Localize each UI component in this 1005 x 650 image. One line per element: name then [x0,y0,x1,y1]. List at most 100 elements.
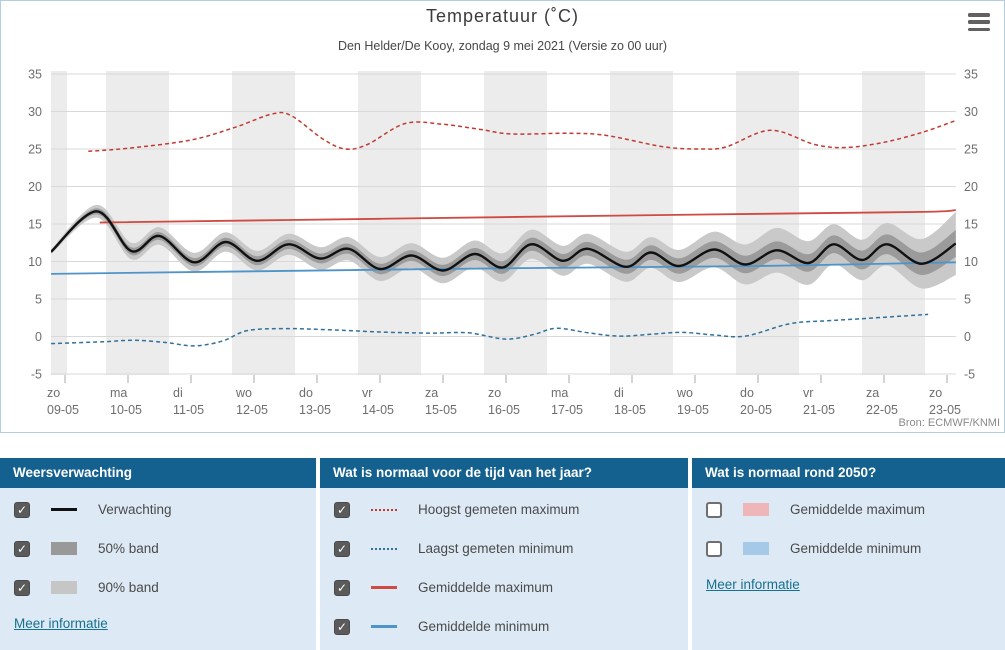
menu-bar [968,13,990,17]
legend-item-gemiddelde-maximum: ✓ Gemiddelde maximum [320,568,688,607]
legend-item-laagst-gemeten-minimum: ✓ Laagst gemeten minimum [320,529,688,568]
legend-item-label: Laagst gemeten minimum [418,541,574,556]
legend-item-50-band: ✓ 50% band [0,529,316,568]
series-90-band [51,204,956,289]
x-tick-date: 13-05 [299,403,331,417]
y-tick-label-left: 10 [28,255,42,269]
panel-title: Wat is normaal rond 2050? [692,458,1005,488]
panel-title: Weersverwachting [0,458,316,488]
x-tick-date: 22-05 [866,403,898,417]
panel-weersverwachting: Weersverwachting ✓ Verwachting ✓ 50% band ✓ 9… [0,458,316,650]
temperature-plume-card: Temperatuur (˚C) Den Helder/De Kooy, zon… [0,0,1005,433]
band-swatch [743,542,769,555]
dotted-swatch [371,547,397,550]
x-tick-date: 15-05 [425,403,457,417]
series-verwachting [51,210,956,272]
y-tick-label-left: 25 [28,143,42,157]
y-tick-label-right: 15 [964,218,978,232]
panel-rows: Gemiddelde maximum Gemiddelde minimum [692,488,1005,568]
dotted-swatch [371,508,397,511]
x-tick-date: 10-05 [110,403,142,417]
x-tick-day: za [425,386,438,400]
hamburger-menu-icon[interactable] [968,13,990,31]
x-axis-labels: zo 09-05 ma 10-05 di 11-05 wo 12-05 do 13-05 vr 14-… [47,375,961,417]
checkbox-verwachting[interactable]: ✓ [14,501,30,518]
checkbox-laagst-gemeten-minimum[interactable]: ✓ [334,540,350,557]
x-tick-date: 19-05 [677,403,709,417]
legend-item-gemiddelde-minimum: Gemiddelde minimum [692,529,1005,568]
checkbox-gemiddelde-minimum[interactable] [706,540,722,557]
legend-item-label: Gemiddelde maximum [418,580,554,595]
legend-item-label: Gemiddelde maximum [790,502,926,517]
x-tick-day: do [299,386,313,400]
x-tick-day: zo [488,386,501,400]
panel-rows: ✓ Verwachting ✓ 50% band ✓ 90% band [0,488,316,607]
y-tick-label-right: 0 [964,330,971,344]
checkbox-gemiddelde-maximum[interactable]: ✓ [334,579,350,596]
legend-item-label: 90% band [98,580,159,595]
legend-item-verwachting: ✓ Verwachting [0,490,316,529]
menu-bar [968,20,990,24]
series-group [51,111,956,347]
panel-normaal-tijd-van-jaar: Wat is normaal voor de tijd van het jaar… [320,458,688,650]
x-tick-day: vr [803,386,813,400]
x-tick-date: 20-05 [740,403,772,417]
checkbox-90-band[interactable]: ✓ [14,579,30,596]
legend-item-90-band: ✓ 90% band [0,568,316,607]
x-tick-day: do [740,386,754,400]
chart-title: Temperatuur (˚C) [425,6,580,26]
series-gemiddelde-minimum [51,261,956,275]
line-swatch [371,586,397,589]
x-tick-day: di [614,386,624,400]
chart-source: Bron: ECMWF/KNMI [898,417,1000,429]
x-tick-day: zo [929,386,942,400]
checkbox-hoogst-gemeten-maximum[interactable]: ✓ [334,501,350,518]
panel-title: Wat is normaal voor de tijd van het jaar… [320,458,688,488]
x-tick-date: 16-05 [488,403,520,417]
y-tick-label-right: -5 [964,368,975,382]
x-tick-date: 11-05 [173,403,204,417]
checkbox-gemiddelde-minimum[interactable]: ✓ [334,618,350,635]
x-tick-day: wo [676,386,693,400]
panel-rows: ✓ Hoogst gemeten maximum ✓ Laagst gemeten m… [320,488,688,646]
x-tick-date: 09-05 [47,403,79,417]
series-gemiddelde-maximum [99,209,956,224]
x-tick-date: 12-05 [236,403,268,417]
y-tick-label-left: 30 [28,105,42,119]
x-tick-day: zo [47,386,60,400]
x-tick-date: 14-05 [362,403,394,417]
x-tick-date: 17-05 [551,403,583,417]
x-tick-day: ma [551,386,568,400]
checkbox-gemiddelde-maximum[interactable] [706,501,722,518]
series-hoogst-gemeten-maximum [88,111,956,153]
legend-item-gemiddelde-minimum: ✓ Gemiddelde minimum [320,607,688,646]
y-tick-label-left: 15 [28,218,42,232]
x-tick-day: wo [235,386,252,400]
x-tick-day: vr [362,386,372,400]
day-stripes [51,71,925,375]
meer-informatie-link[interactable]: Meer informatie [14,616,108,631]
meer-informatie-link[interactable]: Meer informatie [706,577,800,592]
x-tick-day: di [173,386,183,400]
y-tick-label-left: 5 [35,293,42,307]
chart-subtitle: Den Helder/De Kooy, zondag 9 mei 2021 (V… [337,39,668,53]
series-laagst-gemeten-minimum [51,313,929,347]
legend-panels: Weersverwachting ✓ Verwachting ✓ 50% band ✓ 9… [0,458,1005,650]
x-tick-date: 18-05 [614,403,646,417]
x-tick-date: 23-05 [929,403,961,417]
checkbox-50-band[interactable]: ✓ [14,540,30,557]
legend-item-label: 50% band [98,541,159,556]
y-tick-label-left: 0 [35,330,42,344]
y-tick-label-left: -5 [31,368,42,382]
line-swatch [51,508,77,511]
legend-item-label: Gemiddelde minimum [790,541,922,556]
x-tick-date: 21-05 [803,403,835,417]
y-tick-label-right: 30 [964,105,978,119]
legend-item-gemiddelde-maximum: Gemiddelde maximum [692,490,1005,529]
legend-item-label: Verwachting [98,502,172,517]
band-swatch [51,581,77,594]
legend-item-label: Gemiddelde minimum [418,619,550,634]
temperature-plume-chart: 35 35 30 30 25 25 20 20 15 15 10 10 5 5 0 0 -5 -5 zo 09-05 m… [28,68,978,418]
line-swatch [371,625,397,628]
x-tick-day: za [866,386,879,400]
